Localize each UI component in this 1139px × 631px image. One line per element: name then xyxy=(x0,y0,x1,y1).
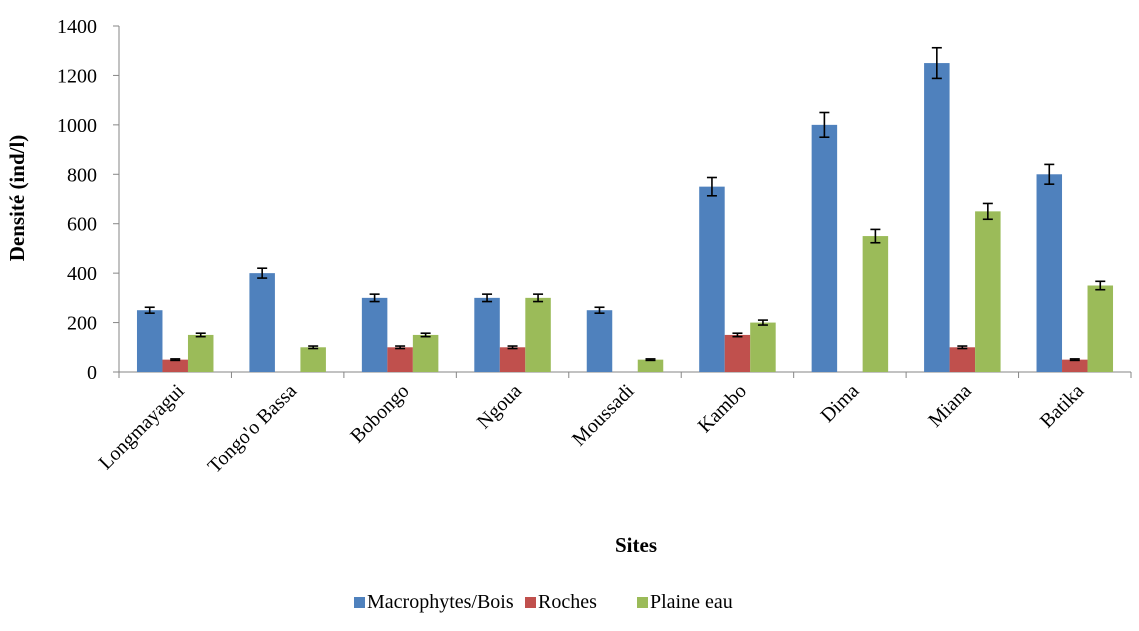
x-category-label: Ngoua xyxy=(473,380,526,433)
x-category-label: Bobongo xyxy=(346,380,413,447)
bar xyxy=(249,273,275,372)
x-axis: Longmayagui Tongo'o Bassa Bobongo Ngoua Mous… xyxy=(95,371,1132,478)
bar xyxy=(949,347,976,372)
y-tick-label: 600 xyxy=(67,214,97,236)
bar xyxy=(387,347,413,372)
legend-swatch xyxy=(637,597,648,608)
x-category-label: Longmayagui xyxy=(95,380,189,474)
bar xyxy=(474,297,500,372)
bar xyxy=(811,124,838,372)
bar xyxy=(586,310,613,372)
bar xyxy=(975,211,1001,372)
bar xyxy=(1087,285,1114,372)
legend-label: Macrophytes/Bois xyxy=(367,591,514,613)
x-category-label: Tongo'o Bassa xyxy=(204,380,302,478)
bar xyxy=(162,359,188,372)
error-bars xyxy=(144,46,1106,362)
legend-swatch xyxy=(354,597,365,608)
bar xyxy=(862,236,889,372)
x-category-label: Kambo xyxy=(694,380,751,437)
y-tick-label: 400 xyxy=(67,263,97,285)
bar xyxy=(300,347,326,372)
bar xyxy=(136,310,163,372)
bar xyxy=(525,297,551,372)
bar xyxy=(924,63,950,372)
bar xyxy=(750,322,776,372)
legend: Macrophytes/Bois Roches Plaine eau xyxy=(354,591,733,613)
bars xyxy=(136,63,1114,372)
legend-label: Roches xyxy=(538,591,597,613)
y-tick-label: 1200 xyxy=(57,65,97,87)
y-tick-label: 800 xyxy=(67,164,97,186)
y-axis-title: Densité (ind/l) xyxy=(5,135,29,262)
x-axis-title: Sites xyxy=(615,533,657,557)
y-tick-label: 1400 xyxy=(57,16,97,38)
x-category-label: Miana xyxy=(924,380,976,432)
y-tick-label: 200 xyxy=(67,313,97,335)
x-category-label: Dima xyxy=(816,380,863,427)
bar xyxy=(1062,359,1088,372)
legend-swatch xyxy=(525,597,536,608)
bar xyxy=(361,297,388,372)
bar xyxy=(699,186,725,372)
legend-label: Plaine eau xyxy=(650,591,733,613)
x-category-label: Moussadi xyxy=(568,380,639,451)
x-category-label: Batika xyxy=(1036,380,1089,433)
y-axis: 0 200 400 600 800 1000 1200 1400 xyxy=(57,16,120,384)
y-tick-label: 1000 xyxy=(57,115,97,137)
bar xyxy=(637,359,664,372)
bar xyxy=(412,334,439,372)
bar xyxy=(187,334,214,372)
bar xyxy=(1036,174,1063,372)
bar xyxy=(499,347,526,372)
y-tick-label: 0 xyxy=(87,362,97,384)
bar xyxy=(724,334,751,372)
